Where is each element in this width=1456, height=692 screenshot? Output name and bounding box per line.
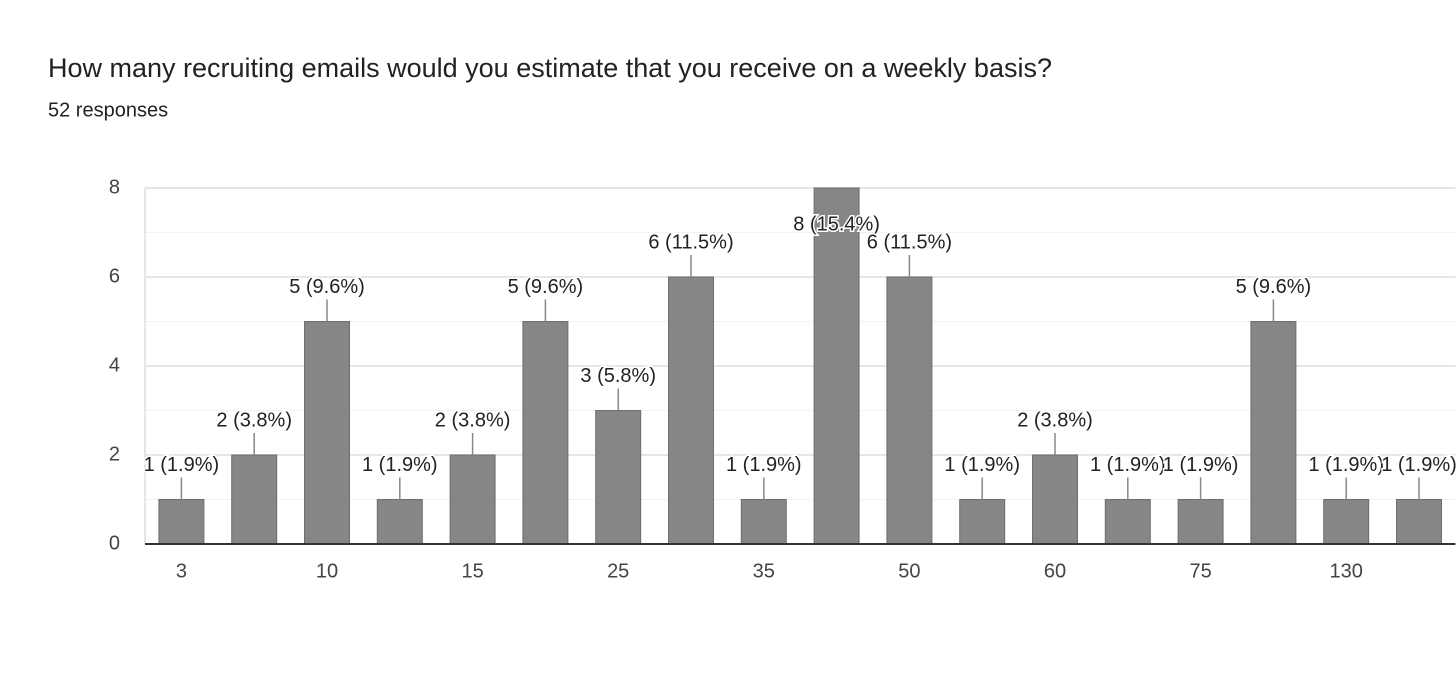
value-label: 8 (15.4%)	[793, 213, 880, 235]
bar	[668, 276, 714, 545]
value-label: 2 (3.8%)	[216, 409, 292, 431]
value-label: 1 (1.9%)	[1381, 454, 1456, 476]
value-label: 1 (1.9%)	[362, 454, 438, 476]
bar	[959, 499, 1006, 545]
bar	[522, 321, 569, 545]
y-tick-label: 6	[109, 265, 120, 287]
value-label: 1 (1.9%)	[144, 454, 220, 476]
bar	[1396, 499, 1442, 545]
value-label: 1 (1.9%)	[944, 454, 1020, 476]
y-tick-label: 4	[109, 354, 120, 376]
value-label: 6 (11.5%)	[648, 231, 733, 253]
value-label: 2 (3.8%)	[435, 409, 511, 431]
x-tick-label: 35	[753, 560, 775, 582]
value-label: 1 (1.9%)	[1308, 454, 1384, 476]
bar	[449, 454, 496, 545]
y-tick-label: 0	[109, 532, 120, 554]
x-tick-label: 3	[176, 560, 187, 582]
y-tick-label: 2	[109, 443, 120, 465]
x-tick-label: 15	[461, 560, 483, 582]
bar	[376, 499, 423, 545]
value-label: 1 (1.9%)	[726, 454, 802, 476]
bar	[886, 276, 933, 545]
value-label: 5 (9.6%)	[1236, 276, 1312, 298]
value-label: 3 (5.8%)	[580, 365, 656, 387]
y-tick-label: 8	[109, 176, 120, 198]
value-label: 1 (1.9%)	[1163, 454, 1239, 476]
chart-subtitle: 52 responses	[48, 99, 168, 121]
x-tick-label: 25	[607, 560, 629, 582]
bar	[813, 187, 860, 545]
x-tick-label: 60	[1044, 560, 1066, 582]
bar	[1323, 499, 1370, 545]
bar	[740, 499, 787, 545]
bar	[158, 499, 205, 545]
value-label: 6 (11.5%)	[867, 231, 952, 253]
bar	[1032, 454, 1078, 545]
bar	[1104, 499, 1151, 545]
bar	[1177, 499, 1224, 545]
value-label: 5 (9.6%)	[508, 276, 584, 298]
x-tick-label: 75	[1189, 560, 1211, 582]
value-label: 1 (1.9%)	[1090, 454, 1166, 476]
value-label: 2 (3.8%)	[1017, 409, 1093, 431]
bar	[304, 321, 350, 545]
x-tick-label: 130	[1330, 560, 1363, 582]
bar	[1250, 321, 1297, 545]
bar	[231, 454, 278, 545]
x-tick-label: 10	[316, 560, 338, 582]
chart-title: How many recruiting emails would you est…	[48, 53, 1052, 83]
bar	[595, 410, 642, 545]
value-label: 5 (9.6%)	[289, 276, 365, 298]
x-tick-label: 50	[898, 560, 920, 582]
